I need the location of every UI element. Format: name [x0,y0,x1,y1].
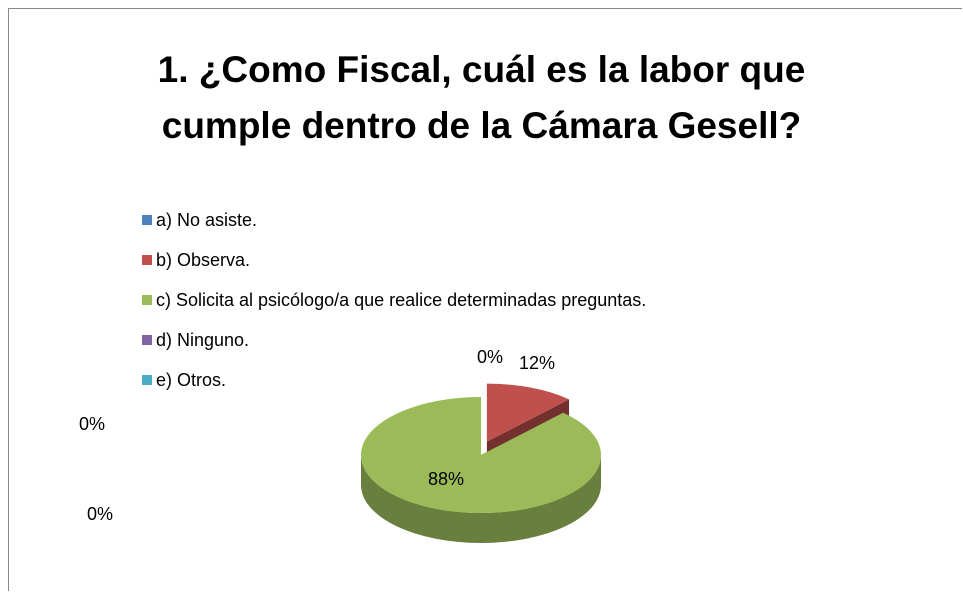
data-label: 88% [428,469,464,489]
legend-item: d) Ninguno. [142,320,646,360]
pie-slice [486,383,570,442]
legend-item: e) Otros. [142,360,646,400]
legend-swatch [142,255,152,265]
legend-label: e) Otros. [156,370,227,390]
legend-swatch [142,375,152,385]
legend-label: d) Ninguno. [156,330,250,350]
legend-swatch [142,215,152,225]
legend-swatch [142,295,152,305]
legend: a) No asiste. b) Observa. c) Solicita al p… [142,200,646,400]
legend-item: a) No asiste. [142,200,646,240]
pie-slice [361,397,601,513]
chart-frame [8,8,962,591]
pie-slice-side [361,455,601,543]
legend-item: c) Solicita al psicólogo/a que realice d… [142,280,646,320]
legend-item: b) Observa. [142,240,646,280]
legend-label: b) Observa. [156,250,251,270]
legend-label: c) Solicita al psicólogo/a que realice d… [156,290,647,310]
chart-title: 1. ¿Como Fiscal, cuál es la labor que cu… [157,49,806,146]
legend-swatch [142,335,152,345]
data-label: 0% [477,347,503,367]
legend-label: a) No asiste. [156,210,258,230]
pie-tops [361,383,601,513]
data-label: 0% [79,414,105,434]
data-label: 12% [519,353,555,373]
data-label: 0% [87,504,113,524]
